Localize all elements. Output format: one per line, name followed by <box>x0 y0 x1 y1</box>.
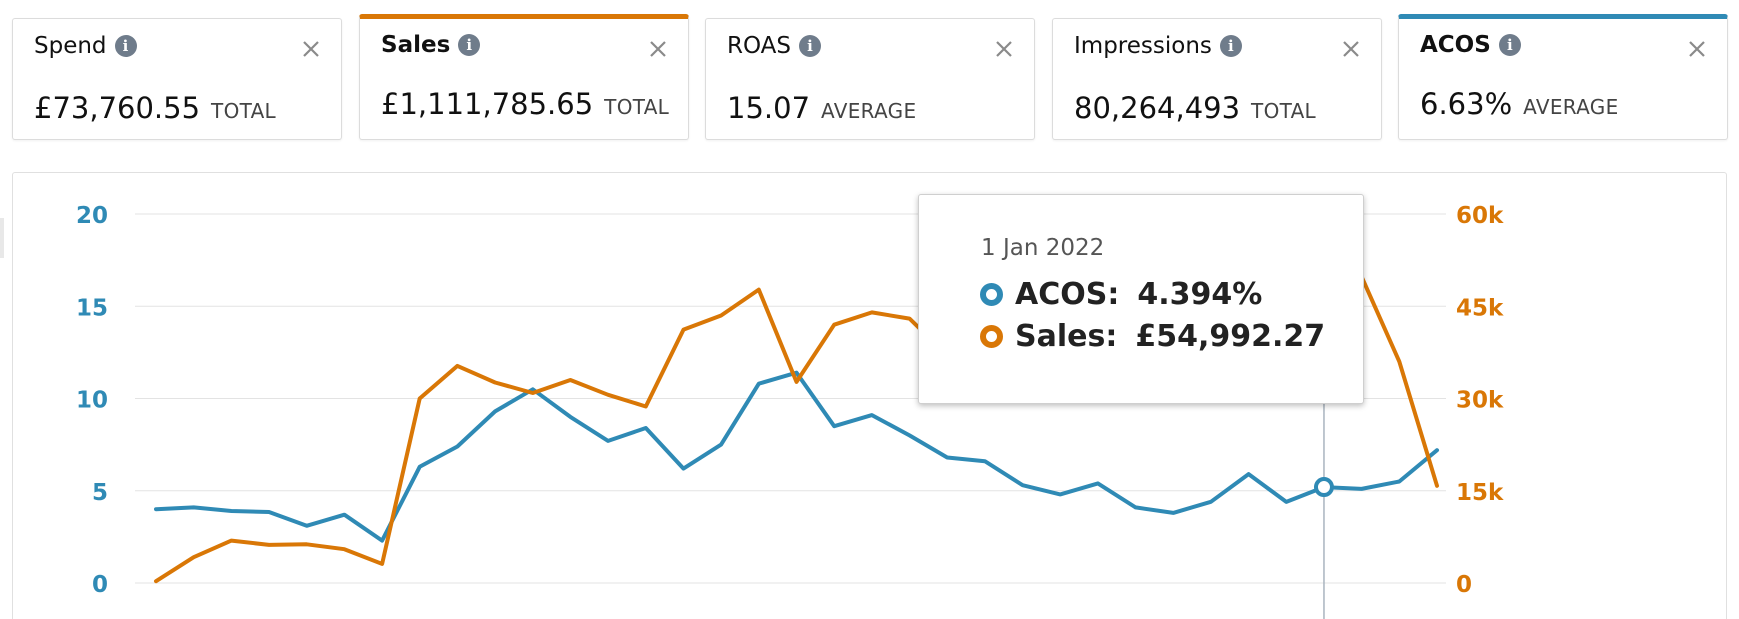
info-icon[interactable]: i <box>799 35 822 57</box>
edge-marker <box>0 218 4 258</box>
right-axis-tick-label: 60k <box>1456 203 1504 229</box>
tooltip-date: 1 Jan 2022 <box>981 235 1105 261</box>
metric-value: 6.63% <box>1420 87 1513 121</box>
metric-header: Impressions i <box>1074 33 1242 59</box>
tooltip-row-acos: ACOS: 4.394% <box>980 277 1262 312</box>
metric-header: ACOS i <box>1420 32 1521 58</box>
metric-value: 15.07 <box>727 91 811 125</box>
metric-card-spend[interactable]: Spend i £73,760.55 TOTAL <box>12 18 342 140</box>
right-axis-tick-label: 0 <box>1456 572 1472 598</box>
metric-value-row: £1,111,785.65 TOTAL <box>381 87 669 121</box>
metric-value: £1,111,785.65 <box>381 87 594 121</box>
metric-card-acos[interactable]: ACOS i 6.63% AVERAGE <box>1398 14 1728 140</box>
sales-marker-icon <box>980 325 1003 348</box>
metric-card-roas[interactable]: ROAS i 15.07 AVERAGE <box>705 18 1035 140</box>
left-axis-tick-label: 20 <box>76 203 108 229</box>
metric-label: ACOS <box>1420 32 1491 58</box>
metric-card-impressions[interactable]: Impressions i 80,264,493 TOTAL <box>1052 18 1382 140</box>
chart-panel: 0 0 5 15k 10 30k 15 45k 20 60k <box>12 172 1727 619</box>
right-axis-tick-label: 15k <box>1456 480 1504 506</box>
right-axis-tick-label: 30k <box>1456 388 1504 414</box>
metric-value-row: 80,264,493 TOTAL <box>1074 91 1316 125</box>
metric-aggregation: TOTAL <box>604 95 670 119</box>
tooltip-row-sales: Sales: £54,992.27 <box>980 319 1325 354</box>
metric-value: 80,264,493 <box>1074 91 1241 125</box>
left-axis-tick-label: 0 <box>92 572 108 598</box>
metric-header: Sales i <box>381 32 481 58</box>
metric-aggregation: AVERAGE <box>1523 95 1619 119</box>
tooltip-acos-label: ACOS: <box>1015 277 1120 312</box>
hover-marker-acos <box>1313 477 1334 498</box>
metric-label: ROAS <box>727 33 792 59</box>
close-icon[interactable] <box>299 37 323 61</box>
tooltip-sales-value: £54,992.27 <box>1135 319 1326 354</box>
metric-value-row: £73,760.55 TOTAL <box>34 91 276 125</box>
metric-label: Impressions <box>1074 33 1212 59</box>
info-icon[interactable]: i <box>458 34 481 56</box>
right-axis-tick-label: 45k <box>1456 295 1504 321</box>
metric-label: Sales <box>381 32 451 58</box>
left-axis-tick-label: 15 <box>76 295 108 321</box>
tooltip-acos-value: 4.394% <box>1137 277 1263 312</box>
info-icon[interactable]: i <box>1219 35 1242 57</box>
acos-marker-icon <box>980 283 1003 306</box>
metric-label: Spend <box>34 33 107 59</box>
metric-aggregation: TOTAL <box>211 99 276 123</box>
metric-header: Spend i <box>34 33 137 59</box>
tooltip-sales-label: Sales: <box>1015 319 1118 354</box>
line-chart: 0 0 5 15k 10 30k 15 45k 20 60k <box>76 203 1504 619</box>
metric-card-sales[interactable]: Sales i £1,111,785.65 TOTAL <box>359 14 689 140</box>
info-icon[interactable]: i <box>114 35 137 57</box>
metric-value-row: 6.63% AVERAGE <box>1420 87 1619 121</box>
metric-value: £73,760.55 <box>34 91 201 125</box>
info-icon[interactable]: i <box>1498 34 1521 56</box>
metric-value-row: 15.07 AVERAGE <box>727 91 916 125</box>
close-icon[interactable] <box>992 37 1016 61</box>
close-icon[interactable] <box>646 37 670 61</box>
close-icon[interactable] <box>1685 37 1709 61</box>
left-axis-tick-label: 10 <box>76 388 108 414</box>
metric-aggregation: TOTAL <box>1251 99 1316 123</box>
close-icon[interactable] <box>1339 37 1363 61</box>
metric-aggregation: AVERAGE <box>821 99 917 123</box>
series-line-acos <box>154 370 1439 543</box>
left-axis-tick-label: 5 <box>92 480 108 506</box>
chart-tooltip: 1 Jan 2022 ACOS: 4.394% Sales: £54,992.2… <box>918 194 1364 404</box>
metric-header: ROAS i <box>727 33 822 59</box>
